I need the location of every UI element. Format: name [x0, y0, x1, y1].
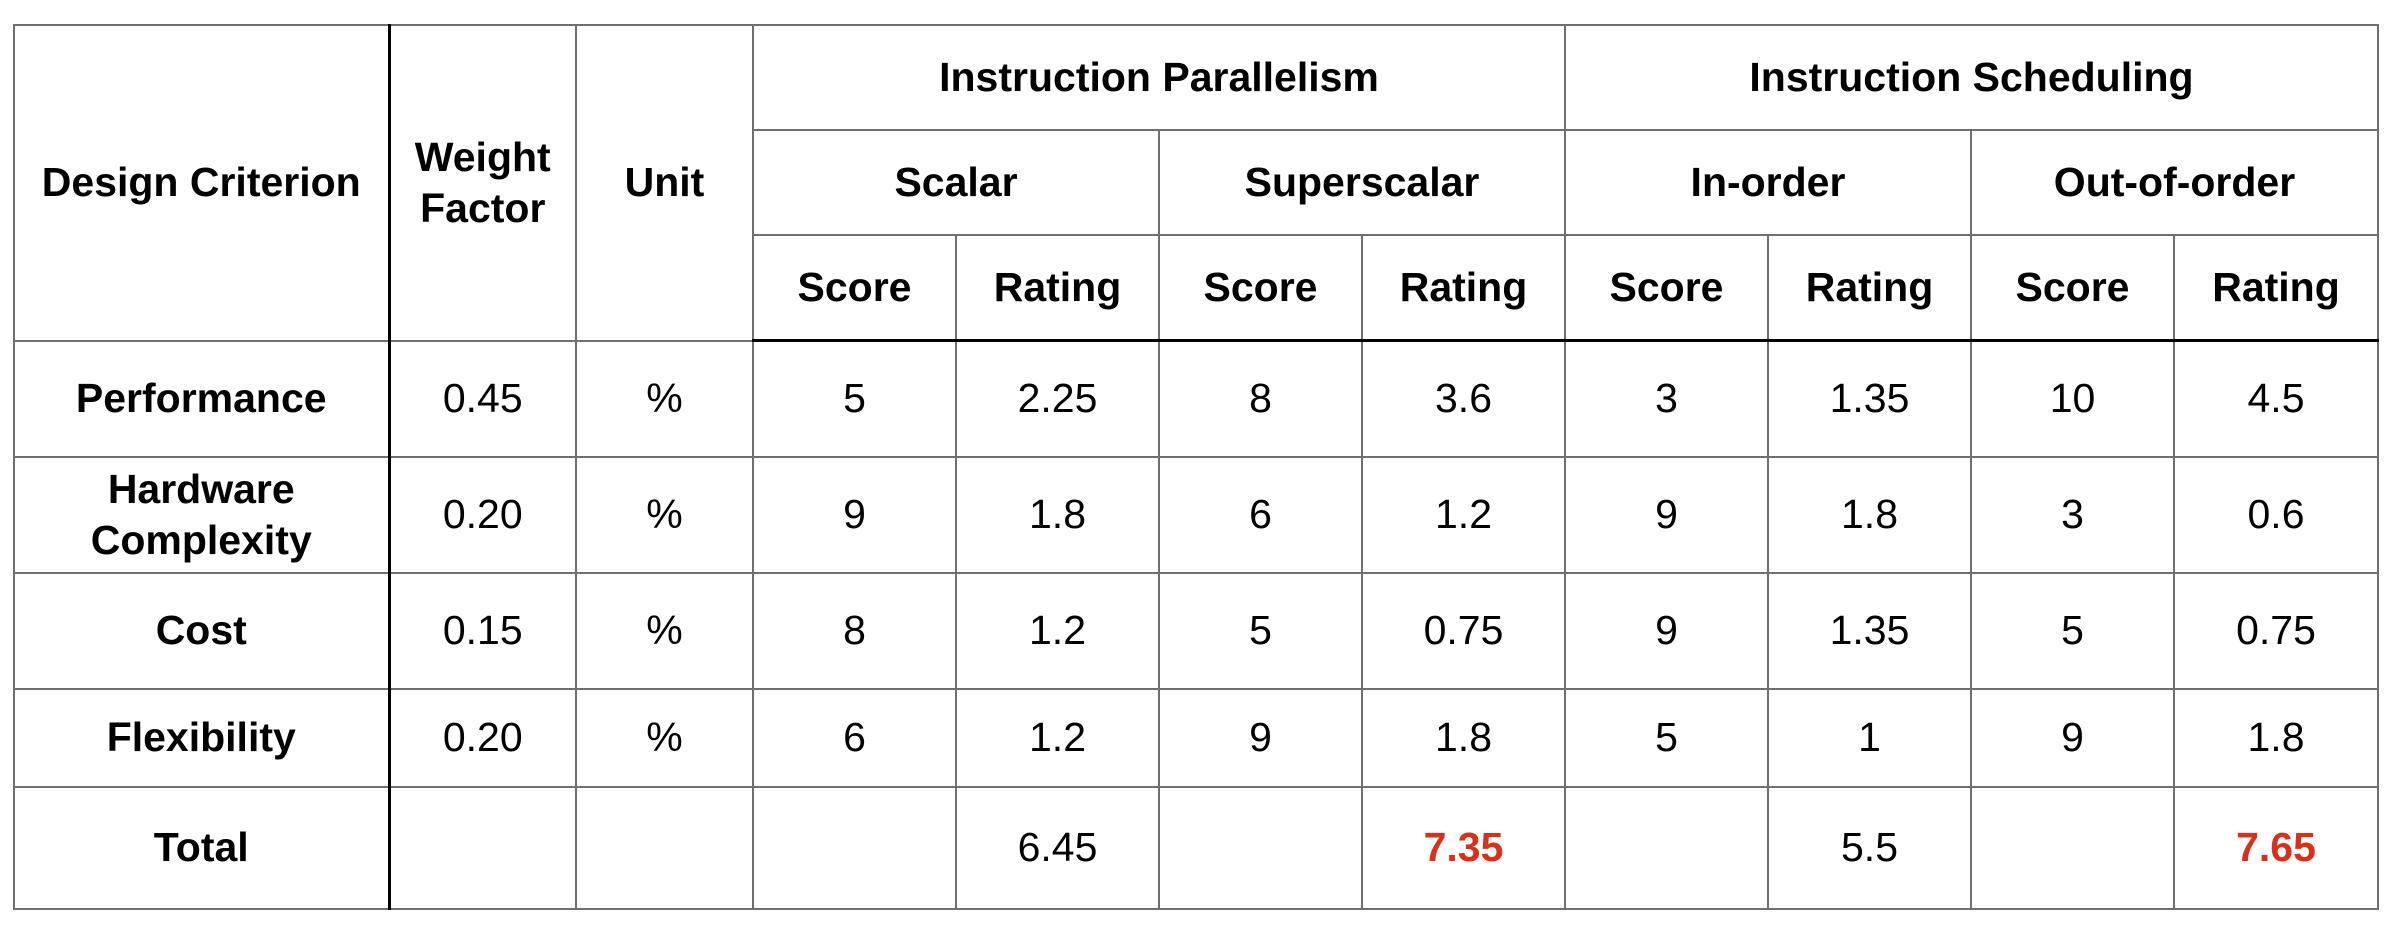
criterion-label: Performance [13, 339, 391, 458]
criterion-label-text: Hardware Complexity [90, 465, 312, 563]
criterion-label: Hardware Complexity [13, 456, 391, 574]
criterion-label: Flexibility [13, 688, 391, 788]
score-cell: 9 [1970, 688, 2175, 788]
header-score: Score [1970, 234, 2175, 342]
rating-cell: 1 [1767, 688, 1972, 788]
comparison-table-container: Design Criterion Weight Factor Unit Inst… [13, 24, 2379, 910]
score-cell: 8 [752, 572, 957, 690]
header-unit: Unit [575, 24, 754, 342]
weight-cell: 0.15 [388, 572, 577, 690]
score-cell [1564, 786, 1769, 910]
header-score: Score [1564, 234, 1769, 342]
unit-cell: % [575, 688, 754, 788]
unit-cell: % [575, 339, 754, 458]
rating-cell: 1.8 [1361, 688, 1566, 788]
unit-cell: % [575, 572, 754, 690]
score-cell: 6 [752, 688, 957, 788]
header-rating: Rating [1361, 234, 1566, 342]
score-cell: 3 [1970, 456, 2175, 574]
total-rating-in-order: 5.5 [1767, 786, 1972, 910]
header-out-of-order: Out-of-order [1970, 129, 2379, 236]
unit-cell: % [575, 456, 754, 574]
table-row-cost: Cost 0.15 % 8 1.2 5 0.75 9 1.35 5 0.75 [13, 572, 2379, 690]
rating-cell: 0.6 [2173, 456, 2379, 574]
header-score: Score [752, 234, 957, 342]
rating-cell: 0.75 [1361, 572, 1566, 690]
score-cell: 9 [1158, 688, 1363, 788]
table-row-hardware-complexity: Hardware Complexity 0.20 % 9 1.8 6 1.2 9… [13, 456, 2379, 574]
header-instruction-scheduling: Instruction Scheduling [1564, 24, 2379, 131]
score-cell: 5 [752, 339, 957, 458]
header-rating: Rating [955, 234, 1160, 342]
score-cell: 9 [1564, 572, 1769, 690]
score-cell: 5 [1158, 572, 1363, 690]
score-cell: 6 [1158, 456, 1363, 574]
rating-cell: 1.35 [1767, 572, 1972, 690]
header-weight-factor-text: Weight Factor [414, 133, 551, 231]
header-design-criterion: Design Criterion [13, 24, 391, 342]
header-row-2: Scalar Superscalar In-order Out-of-order [14, 129, 2379, 236]
total-rating-superscalar: 7.35 [1361, 786, 1566, 910]
score-cell [752, 786, 957, 910]
rating-cell: 1.2 [955, 688, 1160, 788]
table-row-performance: Performance 0.45 % 5 2.25 8 3.6 3 1.35 1… [13, 339, 2379, 458]
table-row-flexibility: Flexibility 0.20 % 6 1.2 9 1.8 5 1 9 1.8 [13, 688, 2379, 788]
header-weight-factor: Weight Factor [388, 24, 577, 342]
rating-cell: 1.2 [1361, 456, 1566, 574]
header-superscalar: Superscalar [1158, 129, 1566, 236]
weight-cell: 0.20 [388, 456, 577, 574]
header-rating: Rating [2173, 234, 2379, 342]
rating-cell: 1.35 [1767, 339, 1972, 458]
total-label: Total [13, 786, 391, 910]
header-row-1: Design Criterion Weight Factor Unit Inst… [13, 24, 2379, 342]
header-scalar: Scalar [752, 129, 1160, 236]
header-rating: Rating [1767, 234, 1972, 342]
header-score: Score [1158, 234, 1363, 342]
rating-cell: 0.75 [2173, 572, 2379, 690]
unit-cell [575, 786, 754, 910]
score-cell: 5 [1970, 572, 2175, 690]
score-cell: 8 [1158, 339, 1363, 458]
design-criteria-table: Design Criterion Weight Factor Unit Inst… [13, 24, 2379, 910]
table-row-total: Total 6.45 7.35 5.5 7.65 [13, 786, 2379, 910]
weight-cell [388, 786, 577, 910]
rating-cell: 1.2 [955, 572, 1160, 690]
total-rating-scalar: 6.45 [955, 786, 1160, 910]
total-rating-out-of-order: 7.65 [2173, 786, 2379, 910]
score-cell: 10 [1970, 339, 2175, 458]
score-cell: 9 [1564, 456, 1769, 574]
header-in-order: In-order [1564, 129, 1972, 236]
rating-cell: 4.5 [2173, 339, 2379, 458]
rating-cell: 1.8 [1767, 456, 1972, 574]
rating-cell: 2.25 [955, 339, 1160, 458]
header-row-3: Score Rating Score Rating Score Rating S… [14, 234, 2379, 342]
score-cell [1970, 786, 2175, 910]
rating-cell: 1.8 [955, 456, 1160, 574]
rating-cell: 1.8 [2173, 688, 2379, 788]
score-cell [1158, 786, 1363, 910]
criterion-label: Cost [13, 572, 391, 690]
weight-cell: 0.20 [388, 688, 577, 788]
weight-cell: 0.45 [388, 339, 577, 458]
header-instruction-parallelism: Instruction Parallelism [752, 24, 1566, 131]
score-cell: 9 [752, 456, 957, 574]
score-cell: 5 [1564, 688, 1769, 788]
rating-cell: 3.6 [1361, 339, 1566, 458]
score-cell: 3 [1564, 339, 1769, 458]
